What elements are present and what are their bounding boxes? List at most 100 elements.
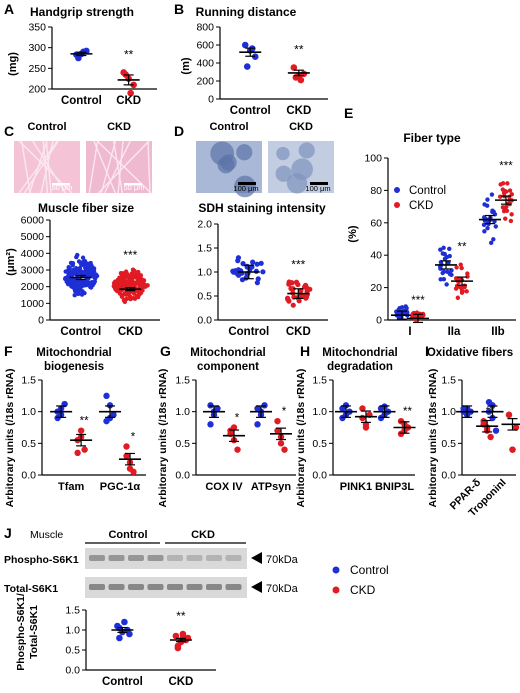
data-point (119, 294, 125, 299)
y-axis-label: Arbitorary units (/18s rRNA) (295, 369, 307, 508)
data-point (464, 289, 469, 294)
panel-title: Running distance (196, 5, 297, 19)
data-point (143, 284, 149, 289)
data-point (442, 251, 447, 257)
x-tick-label: PGC-1α (100, 481, 141, 493)
blot-band (225, 555, 242, 561)
data-point (509, 212, 514, 217)
data-point (274, 417, 281, 425)
data-point (239, 277, 246, 283)
panel-G: 0.0 0.5 1.0 1.5 * COX IV * ATPsyn (175, 375, 296, 493)
data-point (120, 279, 125, 284)
blot-band (128, 555, 144, 561)
data-point (70, 284, 75, 289)
data-point (394, 187, 400, 193)
x-tick-label: IIa (448, 326, 461, 338)
data-point (438, 247, 443, 252)
significance-mark: ** (458, 241, 467, 253)
data-point (288, 285, 294, 292)
data-point (241, 41, 249, 49)
data-point (484, 203, 490, 208)
significance-mark: ** (124, 47, 134, 61)
data-point (80, 255, 86, 260)
data-point (489, 192, 495, 197)
blot-group-label: CKD (191, 529, 215, 541)
y-tick-label: 1.0 (21, 406, 36, 418)
data-point (81, 446, 88, 453)
significance-mark: ** (403, 406, 412, 418)
data-point (498, 182, 503, 187)
data-point (250, 259, 256, 265)
y-tick-label: 0 (376, 315, 382, 327)
x-tick-label: I (408, 326, 411, 338)
y-tick-label: 0.5 (175, 438, 190, 450)
x-tick-label: Control (228, 326, 269, 338)
data-point (413, 314, 419, 319)
y-tick-label: 1.5 (65, 605, 80, 617)
data-point (512, 424, 520, 431)
data-point (82, 279, 87, 285)
data-point (507, 188, 513, 193)
data-point (254, 261, 260, 267)
data-point (449, 272, 454, 278)
data-point (138, 278, 143, 283)
data-point (485, 225, 490, 231)
data-point (235, 267, 242, 273)
data-point (482, 229, 487, 234)
data-point (274, 427, 281, 434)
data-point (290, 64, 298, 71)
legend-control: Control (409, 185, 446, 197)
y-tick-label: 0.5 (312, 438, 327, 450)
blot-band (89, 555, 105, 561)
data-point (73, 288, 78, 294)
data-point (441, 277, 447, 282)
data-point (459, 265, 464, 271)
panel-letter-G: G (160, 343, 171, 359)
data-point (487, 433, 494, 441)
muscle-micrographs: 50 μm Control 50 μm CKD (14, 121, 152, 194)
data-point (258, 260, 264, 266)
y-tick-label: 80 (370, 185, 382, 197)
data-point (81, 283, 86, 288)
y-tick-label: 0.0 (21, 470, 36, 482)
y-tick-label: 400 (196, 58, 214, 70)
panel-title: Oxidative fibers (427, 347, 513, 359)
data-point (500, 205, 506, 210)
data-point (281, 446, 288, 453)
data-point (129, 274, 134, 279)
blot-band (206, 584, 222, 590)
dark-fiber (276, 146, 290, 161)
scale-bar (124, 183, 142, 186)
data-point (121, 284, 127, 290)
significance-mark: * (131, 432, 136, 444)
panel-title: Handgrip strength (30, 5, 134, 19)
data-point (397, 430, 405, 438)
data-point (121, 618, 128, 626)
dark-fiber (286, 173, 308, 194)
panel-D: 0.0 0.5 1.0 1.5 2.0 Control CKD *** (197, 219, 328, 338)
data-point (88, 261, 93, 267)
data-point (78, 287, 83, 293)
data-point (74, 267, 79, 272)
y-tick-label: 1000 (21, 298, 45, 310)
data-point (234, 446, 241, 453)
data-point (127, 294, 133, 299)
data-point (207, 402, 214, 409)
data-point (126, 465, 134, 472)
panel-letter-J: J (4, 525, 12, 541)
data-point (103, 392, 110, 400)
data-point (394, 202, 400, 208)
data-point (132, 274, 137, 279)
data-point (88, 283, 93, 288)
data-point (130, 267, 136, 272)
data-point (75, 54, 82, 62)
significance-mark: *** (123, 248, 137, 262)
data-point (77, 280, 82, 285)
fiber-boundary (96, 140, 152, 194)
data-point (123, 275, 128, 280)
data-point (63, 276, 68, 282)
blot-band (186, 555, 203, 561)
data-point (111, 283, 117, 289)
panel-title: SDH staining intensity (198, 201, 326, 215)
y-tick-label: 6000 (21, 215, 45, 227)
